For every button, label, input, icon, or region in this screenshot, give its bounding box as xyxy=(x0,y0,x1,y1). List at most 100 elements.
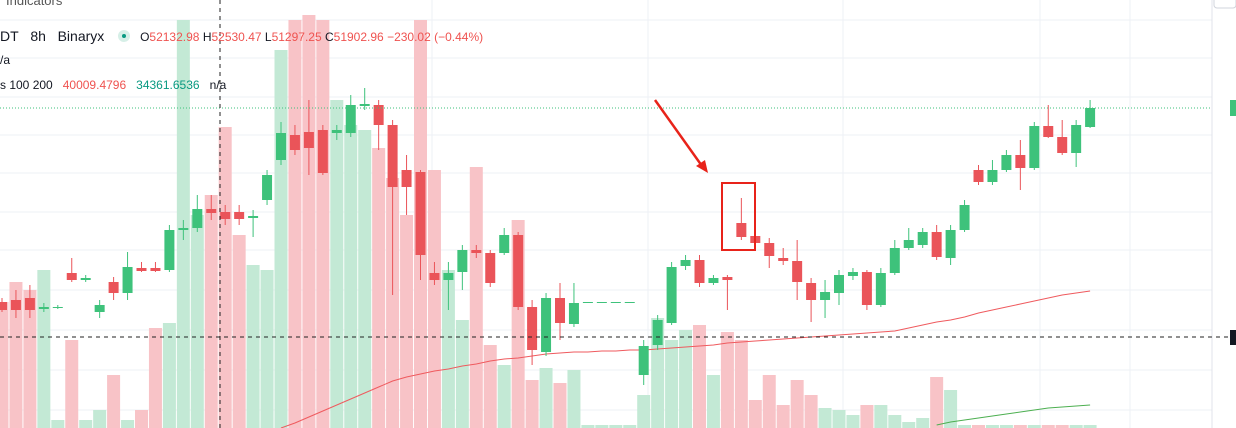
candle-body xyxy=(485,253,496,283)
low-label: L xyxy=(264,30,272,44)
candle-body xyxy=(708,278,719,283)
volume-bar xyxy=(218,127,232,428)
candle-body xyxy=(289,135,300,150)
candle-body xyxy=(527,307,538,350)
candle-body xyxy=(80,278,91,280)
candle-body xyxy=(262,175,273,200)
ma-label[interactable]: s 100 200 xyxy=(0,78,53,92)
volume-bar xyxy=(79,420,93,428)
candle-body xyxy=(192,209,203,228)
volume-bar xyxy=(609,425,623,428)
candle-body xyxy=(568,303,579,324)
volume-bar xyxy=(958,425,972,428)
candle-body xyxy=(987,170,998,182)
candle-body xyxy=(834,275,844,293)
volume-layer xyxy=(0,15,1097,428)
volume-bar xyxy=(581,425,595,428)
candle-body xyxy=(638,346,649,375)
volume-bar xyxy=(1055,425,1069,428)
symbol[interactable]: DT xyxy=(0,28,19,44)
volume-bar xyxy=(1041,425,1055,428)
candle-body xyxy=(499,235,510,253)
volume-bar xyxy=(121,420,135,428)
volume-bar xyxy=(567,370,581,428)
candle-body xyxy=(303,132,314,148)
volume-bar xyxy=(302,15,316,428)
moving-average-line xyxy=(280,290,1091,428)
candle-body xyxy=(52,307,63,308)
volume-bar xyxy=(204,195,218,428)
volume-bar xyxy=(985,425,999,428)
candle-body xyxy=(317,130,328,173)
volume-bar xyxy=(441,270,455,428)
volume-bar xyxy=(999,425,1013,428)
candle-body xyxy=(596,302,607,303)
candle-body xyxy=(792,261,803,282)
open-value: 52132.98 xyxy=(149,30,200,44)
volume-bar xyxy=(623,425,637,428)
corner-button[interactable] xyxy=(1213,0,1236,9)
volume-bar xyxy=(162,323,176,428)
volume-legend: /a xyxy=(0,53,11,67)
candle-body xyxy=(1043,126,1054,137)
candle-body xyxy=(694,260,705,283)
volume-bar xyxy=(9,282,23,428)
candle-body xyxy=(1071,125,1082,153)
annotation-arrow xyxy=(653,99,704,167)
candle-body xyxy=(457,250,468,272)
toolbar-title[interactable]: Indicators xyxy=(6,0,63,8)
volume-bar xyxy=(316,20,330,428)
close-label: C xyxy=(324,30,334,44)
volume-bar xyxy=(107,375,121,428)
volume-bar xyxy=(776,405,790,428)
candle-body xyxy=(0,302,7,310)
candle-body xyxy=(234,212,245,219)
volume-bar xyxy=(1013,425,1027,428)
volume-bar xyxy=(972,425,985,428)
candle-body xyxy=(220,212,231,219)
volume-bar xyxy=(944,390,958,428)
volume-bar xyxy=(846,415,860,428)
candle-body xyxy=(1057,137,1068,153)
candle-body xyxy=(959,205,970,230)
candle-body xyxy=(38,307,49,309)
volume-bar xyxy=(274,50,288,428)
volume-bar xyxy=(832,410,846,428)
volume-bar xyxy=(0,302,9,428)
volume-bar xyxy=(372,148,386,428)
candle-body xyxy=(931,232,942,257)
volume-bar xyxy=(344,125,358,428)
candle-body xyxy=(443,273,454,280)
volume-bar xyxy=(288,20,302,428)
volume-bar xyxy=(148,328,162,428)
candle-body xyxy=(178,228,189,230)
volume-bar xyxy=(65,340,79,428)
candle-body xyxy=(345,105,356,133)
volume-bar xyxy=(930,377,944,428)
candle-body xyxy=(917,232,928,245)
candle-body xyxy=(276,133,286,160)
crosshair-price-label xyxy=(1230,330,1236,345)
volume-bar xyxy=(790,380,804,428)
candle-body xyxy=(555,298,565,323)
volume-bar xyxy=(553,383,567,428)
candle-body xyxy=(66,273,77,280)
candle-body xyxy=(652,320,663,345)
volume-bar xyxy=(706,375,720,428)
annotation-arrowhead xyxy=(696,160,708,173)
candle-body xyxy=(945,230,956,258)
candle-body xyxy=(1015,155,1026,168)
volume-bar xyxy=(539,368,553,428)
candle-body xyxy=(373,105,384,125)
exchange: Binaryx xyxy=(57,28,105,44)
last-price-label xyxy=(1230,100,1236,116)
candle-body xyxy=(624,302,635,303)
volume-bar xyxy=(916,418,930,428)
candle-body xyxy=(164,230,175,270)
candle-body xyxy=(764,243,775,256)
change-value: −230.02 (−0.44%) xyxy=(387,30,484,44)
candle-body xyxy=(666,267,677,323)
candle-body xyxy=(513,235,524,307)
candle-body xyxy=(94,305,105,312)
